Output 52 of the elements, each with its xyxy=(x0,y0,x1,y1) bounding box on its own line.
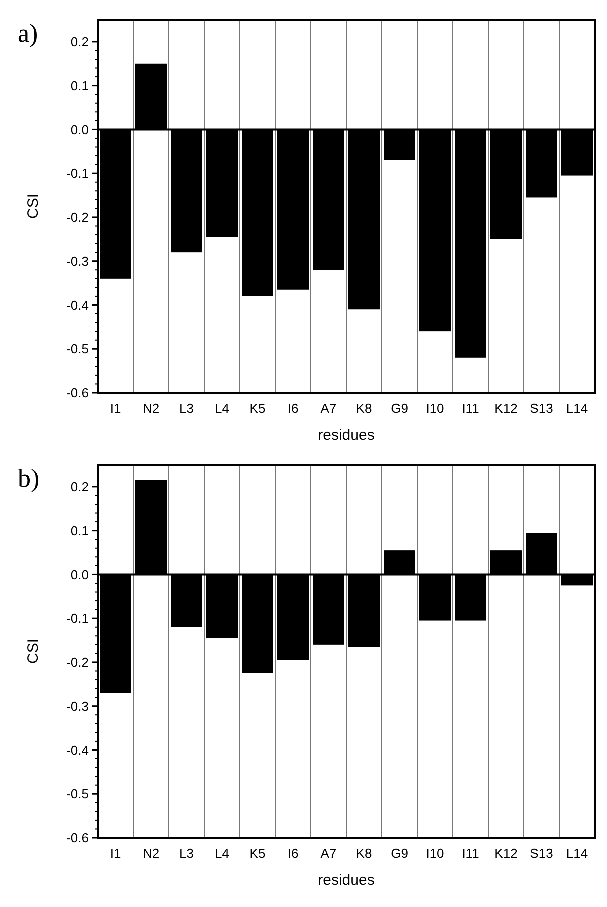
x-tick-label: N2 xyxy=(142,401,160,416)
x-tick-label: I6 xyxy=(288,401,299,416)
x-tick-label: A7 xyxy=(320,846,337,861)
x-tick-label: K12 xyxy=(494,401,518,416)
y-tick-label: 0.1 xyxy=(70,78,89,94)
y-tick-label: -0.5 xyxy=(66,342,89,357)
y-tick-label: -0.4 xyxy=(66,298,89,313)
x-tick-label: L14 xyxy=(566,846,588,861)
x-tick-label: L4 xyxy=(215,401,230,416)
x-tick-label: K5 xyxy=(250,401,266,416)
x-tick-label: L4 xyxy=(215,846,230,861)
y-tick-label: 0.2 xyxy=(70,34,89,50)
x-tick-label: I1 xyxy=(110,846,122,861)
y-tick-label: -0.2 xyxy=(66,210,89,226)
x-tick-label: S13 xyxy=(530,846,554,861)
y-tick-label: 0.0 xyxy=(70,567,89,582)
y-tick-label: -0.2 xyxy=(66,655,89,670)
x-tick-label: L3 xyxy=(180,401,194,416)
y-tick-label: 0.1 xyxy=(70,523,89,538)
x-tick-label: L14 xyxy=(566,401,588,416)
x-tick-label: A7 xyxy=(320,401,337,416)
y-tick-label: -0.3 xyxy=(66,698,89,714)
y-tick-label: -0.1 xyxy=(66,166,89,182)
x-tick-label: I11 xyxy=(462,846,480,861)
y-tick-label: -0.4 xyxy=(66,742,89,758)
y-tick-label: -0.5 xyxy=(66,786,89,802)
x-tick-label: N2 xyxy=(142,846,160,861)
x-tick-label: S13 xyxy=(530,401,554,416)
x-tick-label: G9 xyxy=(391,401,408,416)
y-axis-title: CSI xyxy=(25,194,42,220)
x-tick-label: K12 xyxy=(494,846,518,861)
y-tick-label: -0.1 xyxy=(66,611,89,626)
x-tick-label: K5 xyxy=(250,846,266,861)
y-tick-label: 0.2 xyxy=(70,479,89,494)
x-tick-label: K8 xyxy=(356,401,372,416)
x-tick-label: G9 xyxy=(391,846,408,861)
text: b) xyxy=(18,464,40,493)
y-axis-title: CSI xyxy=(25,638,42,664)
y-tick-label: -0.3 xyxy=(66,254,89,269)
x-tick-label: L3 xyxy=(180,846,194,861)
x-tick-label: I11 xyxy=(462,401,480,416)
y-tick-label: 0.0 xyxy=(70,122,89,138)
y-tick-label: -0.6 xyxy=(66,830,89,846)
x-tick-label: I10 xyxy=(426,401,444,416)
text: a) xyxy=(18,19,38,48)
x-tick-label: K8 xyxy=(356,846,372,861)
x-axis-title: residues xyxy=(318,427,375,444)
x-tick-label: I1 xyxy=(110,401,122,416)
x-tick-label: I10 xyxy=(426,846,444,861)
x-axis-title: residues xyxy=(318,872,375,889)
y-tick-label: -0.6 xyxy=(66,386,89,401)
x-tick-label: I6 xyxy=(288,846,299,861)
